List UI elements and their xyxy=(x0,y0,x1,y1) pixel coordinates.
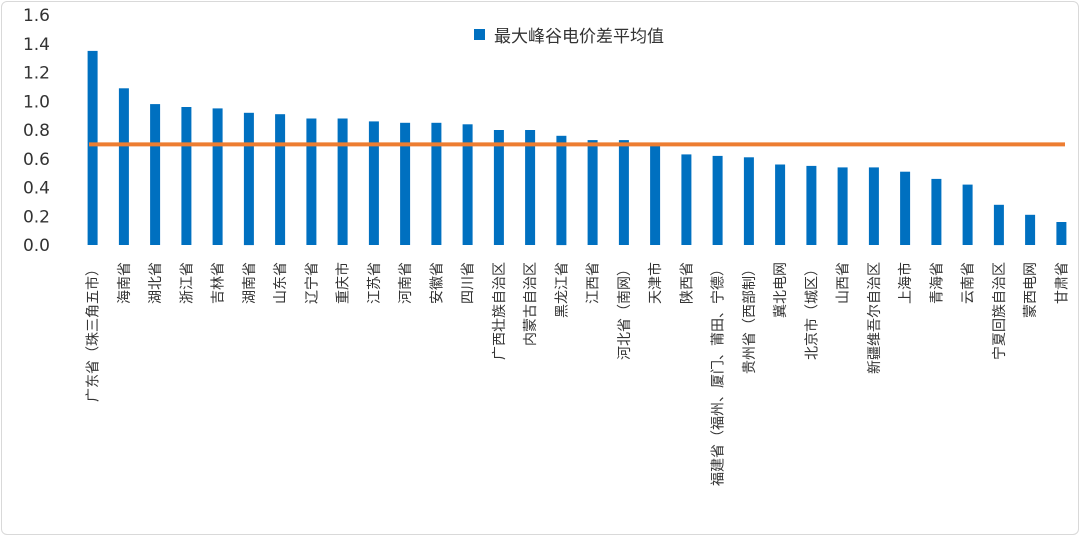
y-axis: 0.0 0.2 0.4 0.6 0.8 1.0 1.2 1.4 1.6 xyxy=(23,6,50,256)
bar xyxy=(587,140,598,245)
bar xyxy=(650,144,661,245)
x-tick-label: 福建省（福州、厦门、莆田、宁德） xyxy=(710,262,727,486)
bar xyxy=(462,124,473,245)
y-tick-label: 1.2 xyxy=(23,64,50,84)
x-tick-label: 山东省 xyxy=(273,262,289,304)
bar xyxy=(712,155,723,245)
bar xyxy=(493,130,504,245)
bars xyxy=(87,50,1067,246)
legend-label: 最大峰谷电价差平均值 xyxy=(494,27,664,47)
bar xyxy=(681,154,692,245)
x-tick-label: 山西省 xyxy=(836,262,852,304)
bar xyxy=(993,204,1004,246)
bar xyxy=(775,164,786,245)
x-tick-label: 河北省（南网） xyxy=(617,262,633,360)
bar xyxy=(118,88,129,245)
bar xyxy=(618,140,629,245)
x-tick-label: 青海省 xyxy=(929,262,945,304)
bar xyxy=(337,118,348,245)
y-tick-label: 0.6 xyxy=(23,150,50,170)
x-tick-label: 湖南省 xyxy=(242,262,258,304)
bar xyxy=(1056,222,1067,245)
x-tick-label: 广西壮族自治区 xyxy=(492,262,508,360)
bar xyxy=(306,118,317,245)
x-tick-label: 陕西省 xyxy=(679,262,695,304)
x-tick-label: 黑龙江省 xyxy=(554,262,570,318)
x-tick-label: 江苏省 xyxy=(367,262,383,304)
y-tick-label: 0.2 xyxy=(23,207,50,227)
x-axis-labels: 广东省（珠三角五市） 海南省 湖北省 浙江省 吉林省 湖南省 山东省 辽宁省 重庆市 江苏省 河南省… xyxy=(85,262,1071,486)
x-tick-label: 冀北电网 xyxy=(773,262,789,318)
x-tick-label: 广东省（珠三角五市） xyxy=(85,262,102,402)
x-tick-label: 上海市 xyxy=(897,262,914,304)
bar xyxy=(1025,214,1036,245)
x-tick-label: 甘肃省 xyxy=(1054,262,1070,304)
bar xyxy=(243,112,254,246)
bar xyxy=(931,178,942,245)
x-tick-label: 吉林省 xyxy=(211,262,227,304)
x-tick-label: 四川省 xyxy=(461,262,477,304)
bar xyxy=(87,50,98,246)
x-tick-label: 浙江省 xyxy=(179,262,195,304)
legend-swatch xyxy=(474,29,485,40)
bar xyxy=(962,184,973,245)
bar xyxy=(431,122,442,245)
y-tick-label: 1.0 xyxy=(23,92,50,112)
bar xyxy=(900,171,911,245)
bar xyxy=(806,165,817,245)
y-tick-label: 0.4 xyxy=(23,179,50,199)
y-tick-label: 0.0 xyxy=(23,236,50,256)
bar xyxy=(181,107,192,245)
x-tick-label: 海南省 xyxy=(117,262,133,304)
x-tick-label: 湖北省 xyxy=(148,262,164,304)
x-tick-label: 内蒙古自治区 xyxy=(523,262,539,346)
x-tick-label: 河南省 xyxy=(398,262,414,304)
x-tick-label: 新疆维吾尔自治区 xyxy=(867,262,883,374)
bar xyxy=(868,167,879,245)
bar xyxy=(525,130,536,245)
bar xyxy=(150,104,161,245)
x-tick-label: 重庆市 xyxy=(335,262,352,304)
x-tick-label: 蒙西电网 xyxy=(1023,262,1039,318)
x-tick-label: 安徽省 xyxy=(429,262,445,304)
bar xyxy=(837,167,848,245)
x-tick-label: 云南省 xyxy=(961,262,977,304)
bar xyxy=(556,135,567,246)
x-tick-label: 北京市（城区） xyxy=(803,262,820,360)
legend: 最大峰谷电价差平均值 xyxy=(474,27,664,47)
bar xyxy=(368,121,379,245)
bar xyxy=(212,108,223,246)
bar xyxy=(743,157,754,245)
y-tick-label: 1.6 xyxy=(23,6,50,26)
x-tick-label: 贵州省（西部制） xyxy=(742,262,758,374)
y-tick-label: 1.4 xyxy=(23,35,50,55)
x-tick-label: 宁夏回族自治区 xyxy=(991,262,1008,360)
x-tick-label: 辽宁省 xyxy=(303,262,320,304)
x-tick-label: 江西省 xyxy=(586,262,602,304)
bar xyxy=(400,122,411,245)
x-tick-label: 天津市 xyxy=(647,262,664,304)
y-tick-label: 0.8 xyxy=(23,121,50,141)
bar xyxy=(275,114,286,245)
